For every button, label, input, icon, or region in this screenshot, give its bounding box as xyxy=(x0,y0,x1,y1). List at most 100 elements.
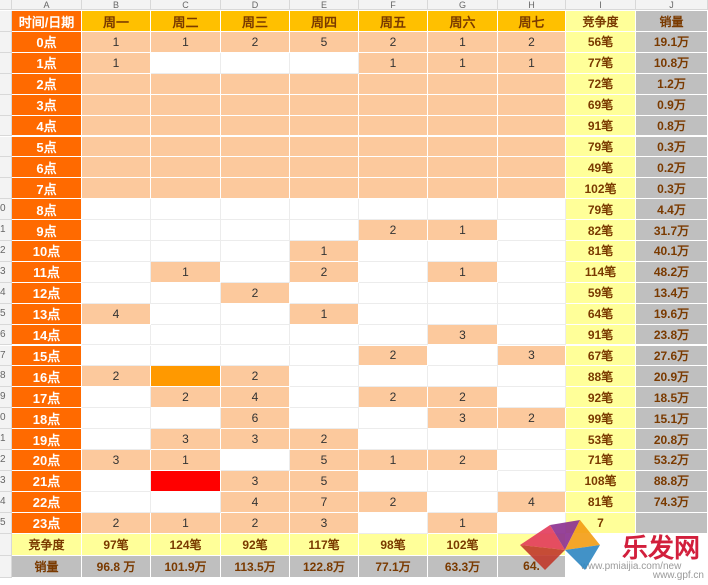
day-value-cell[interactable]: 3 xyxy=(221,429,290,450)
day-value-cell[interactable]: 2 xyxy=(221,366,290,388)
time-cell[interactable]: 5点 xyxy=(12,136,82,158)
day-value-cell[interactable] xyxy=(151,136,221,158)
day-value-cell[interactable] xyxy=(498,73,566,95)
day-value-cell[interactable]: 1 xyxy=(151,261,221,283)
day-value-cell[interactable]: 1 xyxy=(498,52,566,74)
day-value-cell[interactable] xyxy=(82,199,151,221)
time-cell[interactable]: 9点 xyxy=(12,220,82,241)
header-time-date[interactable]: 时间/日期 xyxy=(12,11,82,32)
competition-cell[interactable]: 56笔 xyxy=(566,32,636,53)
sales-cell[interactable]: 0.3万 xyxy=(636,178,708,200)
footer-sales-value[interactable]: 113.5万 xyxy=(221,555,290,578)
day-value-cell[interactable] xyxy=(221,199,290,221)
day-value-cell[interactable] xyxy=(359,324,428,346)
day-value-cell[interactable] xyxy=(82,345,151,367)
day-value-cell[interactable] xyxy=(151,282,221,304)
day-value-cell[interactable] xyxy=(82,429,151,450)
footer-sales-value[interactable]: 101.9万 xyxy=(151,555,221,578)
day-value-cell[interactable] xyxy=(290,136,359,158)
competition-cell[interactable]: 92笔 xyxy=(566,387,636,409)
day-value-cell[interactable]: 3 xyxy=(151,429,221,450)
row-header-1[interactable] xyxy=(0,11,12,32)
day-value-cell[interactable] xyxy=(498,429,566,450)
time-cell[interactable]: 18点 xyxy=(12,408,82,430)
day-value-cell[interactable] xyxy=(151,303,221,325)
day-value-cell[interactable] xyxy=(428,199,498,221)
competition-cell[interactable]: 114笔 xyxy=(566,261,636,283)
competition-cell[interactable]: 102笔 xyxy=(566,178,636,200)
competition-cell[interactable]: 91笔 xyxy=(566,324,636,346)
day-value-cell[interactable] xyxy=(151,345,221,367)
day-value-cell[interactable] xyxy=(221,345,290,367)
day-value-cell[interactable] xyxy=(428,241,498,262)
day-value-cell[interactable] xyxy=(82,408,151,430)
day-value-cell[interactable] xyxy=(290,94,359,116)
day-value-cell[interactable] xyxy=(359,366,428,388)
day-value-cell[interactable]: 4 xyxy=(82,303,151,325)
sales-cell[interactable]: 4.4万 xyxy=(636,199,708,221)
day-value-cell[interactable] xyxy=(428,94,498,116)
day-value-cell[interactable] xyxy=(498,450,566,471)
day-value-cell[interactable] xyxy=(359,282,428,304)
day-value-cell[interactable]: 2 xyxy=(428,450,498,471)
day-value-cell[interactable] xyxy=(151,366,221,388)
day-value-cell[interactable] xyxy=(221,241,290,262)
competition-cell[interactable]: 64笔 xyxy=(566,303,636,325)
time-cell[interactable]: 21点 xyxy=(12,470,82,492)
time-cell[interactable]: 22点 xyxy=(12,491,82,513)
day-value-cell[interactable] xyxy=(151,241,221,262)
day-value-cell[interactable] xyxy=(290,178,359,200)
day-value-cell[interactable] xyxy=(151,199,221,221)
footer-competition-value[interactable]: 92笔 xyxy=(221,533,290,556)
day-value-cell[interactable]: 1 xyxy=(428,32,498,53)
day-value-cell[interactable] xyxy=(498,94,566,116)
day-value-cell[interactable] xyxy=(359,94,428,116)
sales-cell[interactable]: 18.5万 xyxy=(636,387,708,409)
row-header[interactable]: 5 xyxy=(0,512,12,534)
day-value-cell[interactable]: 1 xyxy=(359,450,428,471)
day-value-cell[interactable] xyxy=(82,157,151,179)
day-value-cell[interactable]: 2 xyxy=(82,512,151,534)
footer-competition-value[interactable]: 98笔 xyxy=(359,533,428,556)
day-value-cell[interactable]: 2 xyxy=(359,345,428,367)
competition-cell[interactable]: 82笔 xyxy=(566,220,636,241)
day-value-cell[interactable] xyxy=(359,199,428,221)
time-cell[interactable]: 7点 xyxy=(12,178,82,200)
day-value-cell[interactable] xyxy=(498,303,566,325)
sales-cell[interactable]: 19.6万 xyxy=(636,303,708,325)
sales-cell[interactable]: 53.2万 xyxy=(636,450,708,471)
sales-cell[interactable]: 20.8万 xyxy=(636,429,708,450)
day-value-cell[interactable]: 7 xyxy=(290,491,359,513)
day-value-cell[interactable] xyxy=(151,94,221,116)
day-value-cell[interactable] xyxy=(221,94,290,116)
day-value-cell[interactable] xyxy=(82,136,151,158)
competition-cell[interactable]: 108笔 xyxy=(566,470,636,492)
day-value-cell[interactable]: 2 xyxy=(290,261,359,283)
day-value-cell[interactable] xyxy=(290,115,359,137)
day-value-cell[interactable]: 5 xyxy=(290,32,359,53)
day-value-cell[interactable] xyxy=(82,324,151,346)
time-cell[interactable]: 19点 xyxy=(12,429,82,450)
day-value-cell[interactable] xyxy=(498,178,566,200)
sales-cell[interactable]: 48.2万 xyxy=(636,261,708,283)
row-header[interactable] xyxy=(0,94,12,116)
day-value-cell[interactable] xyxy=(82,115,151,137)
footer-sales-value[interactable]: 63.3万 xyxy=(428,555,498,578)
day-value-cell[interactable] xyxy=(151,491,221,513)
day-value-cell[interactable]: 1 xyxy=(428,261,498,283)
footer-sales-value[interactable]: 77.1万 xyxy=(359,555,428,578)
day-value-cell[interactable] xyxy=(359,73,428,95)
competition-cell[interactable]: 99笔 xyxy=(566,408,636,430)
day-value-cell[interactable] xyxy=(498,115,566,137)
column-header-j[interactable]: J xyxy=(636,0,708,10)
day-value-cell[interactable] xyxy=(221,157,290,179)
header-sales[interactable]: 销量 xyxy=(636,11,708,32)
day-value-cell[interactable] xyxy=(428,366,498,388)
sales-cell[interactable]: 10.8万 xyxy=(636,52,708,74)
sales-cell[interactable]: 0.2万 xyxy=(636,157,708,179)
sales-cell[interactable]: 1.2万 xyxy=(636,73,708,95)
footer-competition-value[interactable]: 97笔 xyxy=(82,533,151,556)
time-cell[interactable]: 1点 xyxy=(12,52,82,74)
column-header-h[interactable]: H xyxy=(498,0,566,10)
day-value-cell[interactable] xyxy=(359,512,428,534)
